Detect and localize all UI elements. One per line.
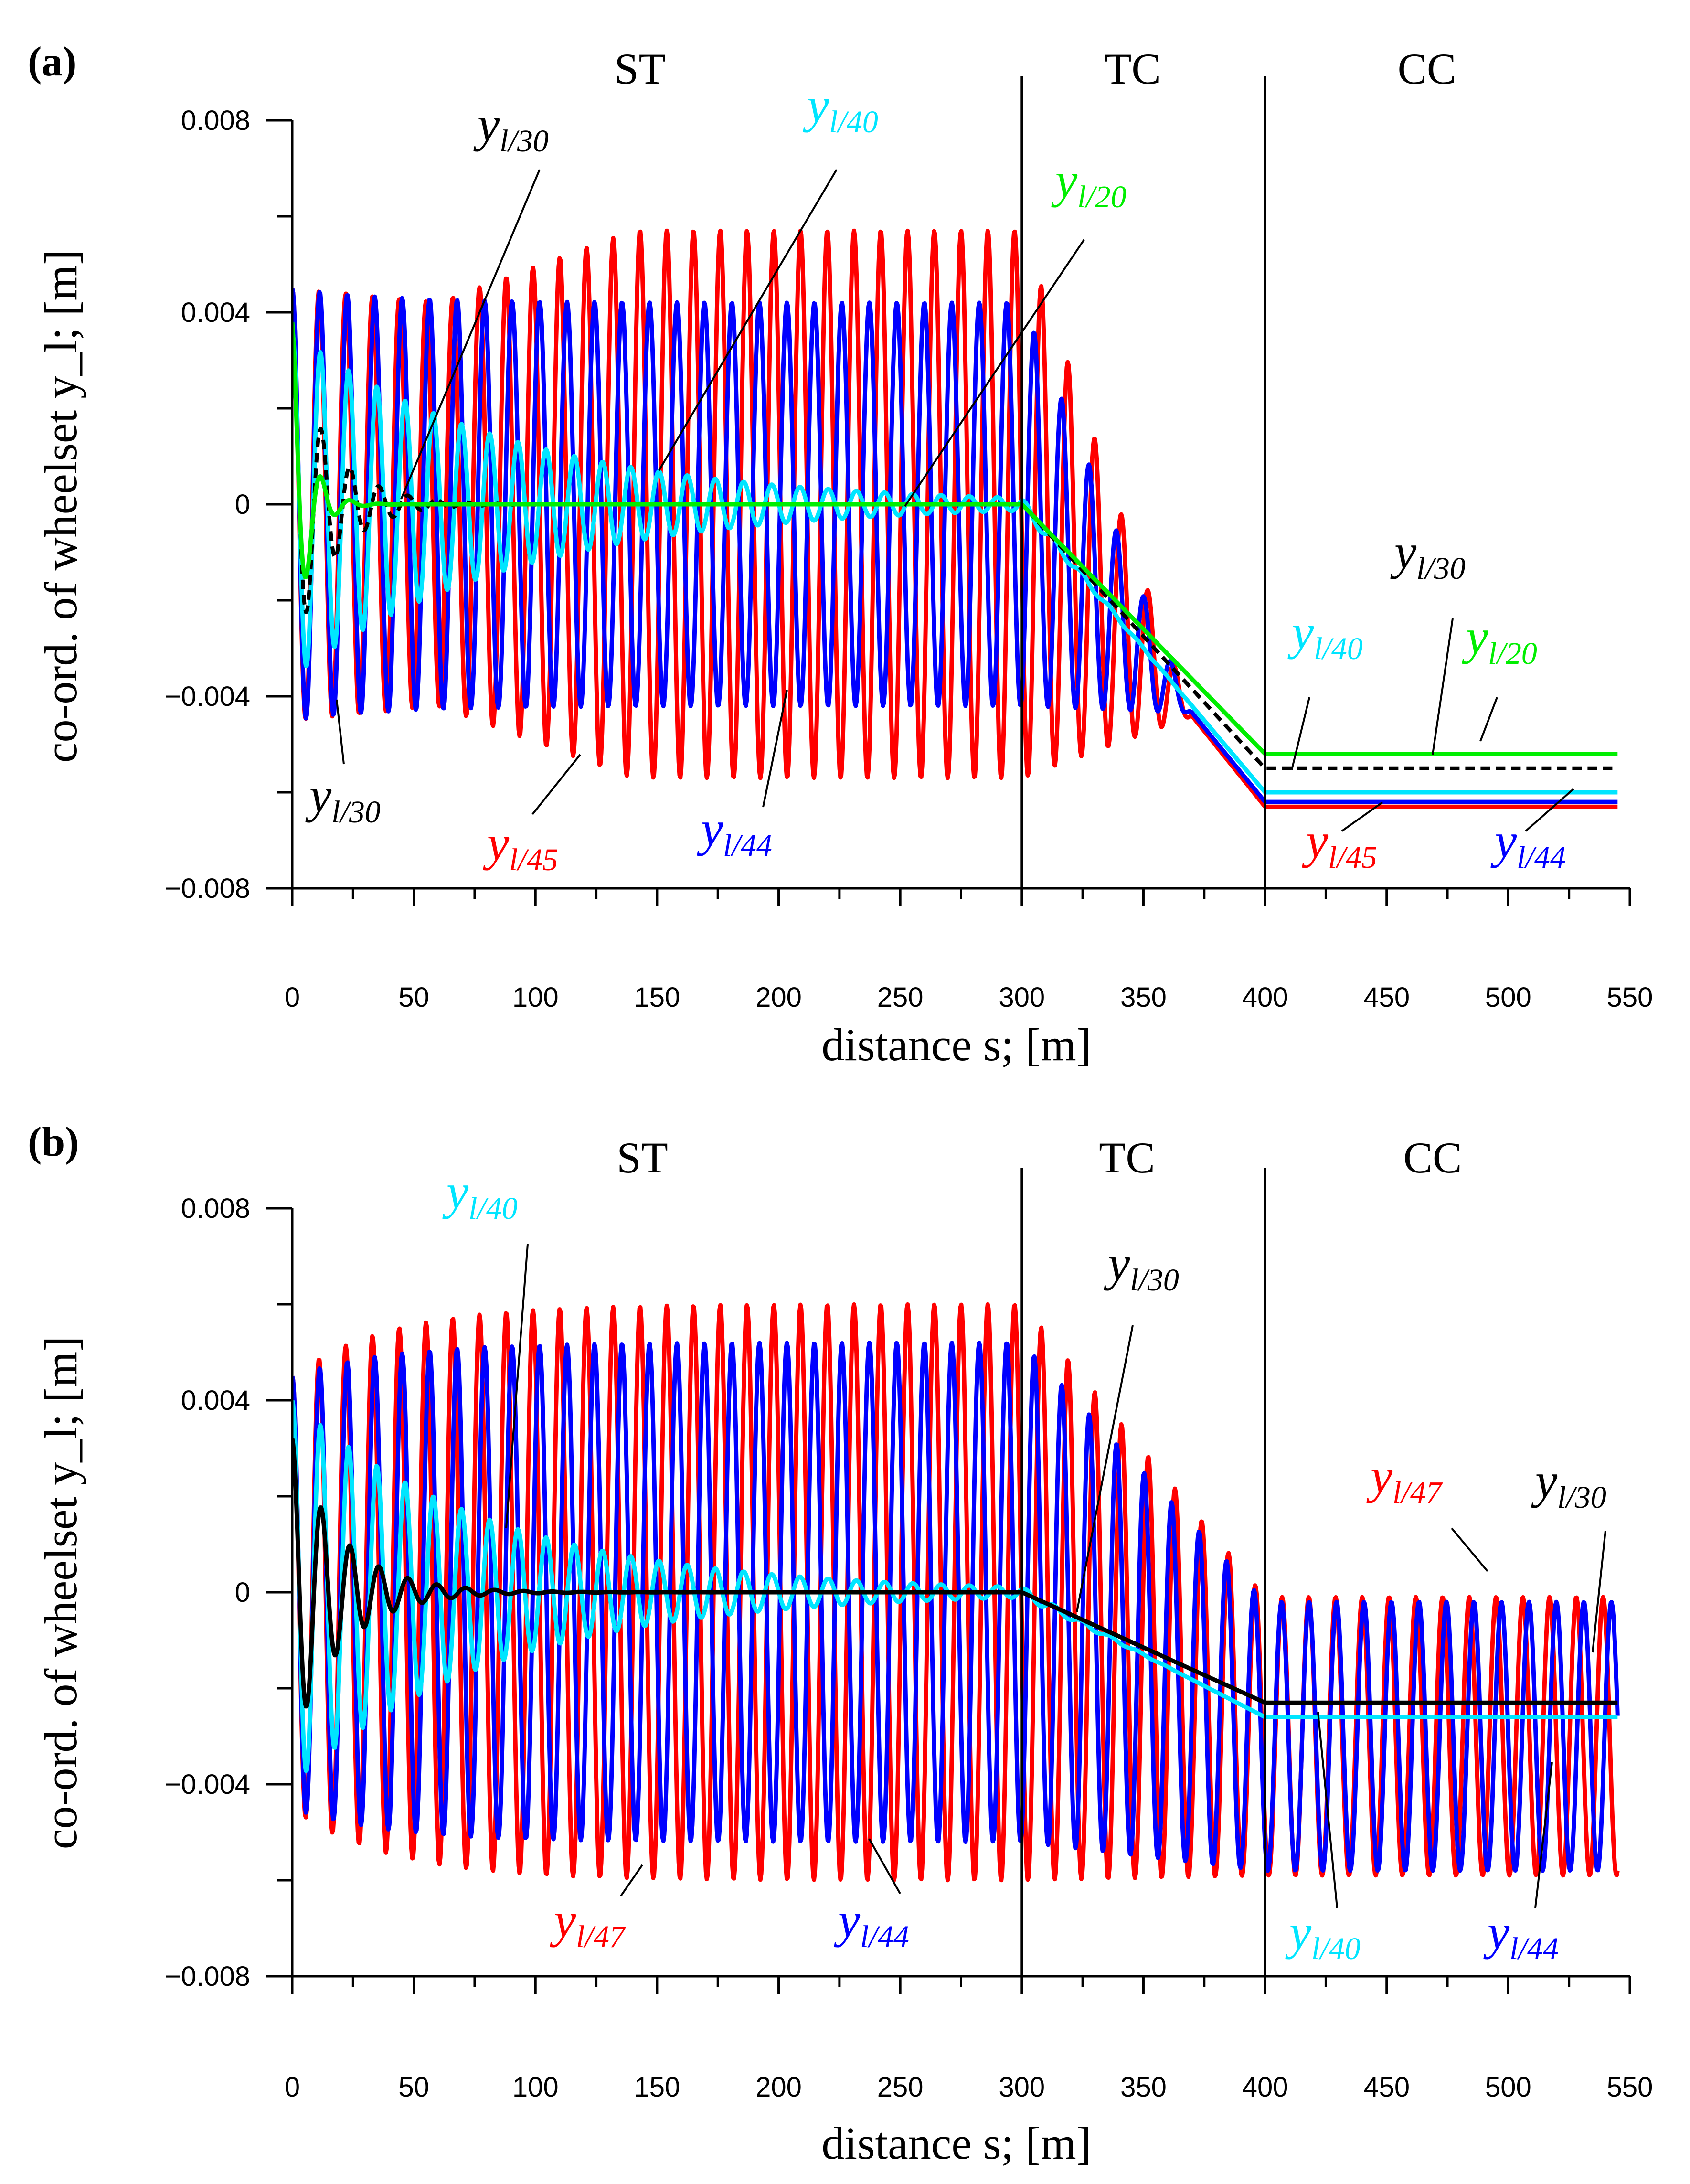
x-tick-label: 100 (512, 982, 559, 1013)
annotation-leader-line (1317, 1712, 1338, 1908)
annotation-label: yl/44 (1490, 813, 1566, 875)
x-tick-label: 400 (1242, 2072, 1288, 2103)
series-line-y-l-40 (292, 331, 1619, 795)
x-axis-label: distance s; [m] (821, 1019, 1091, 1070)
annotation-label: yl/30 (1390, 524, 1466, 586)
annotation-leader-line (1291, 697, 1310, 770)
x-tick-label: 200 (755, 982, 802, 1013)
series-line-y-l-45 (292, 228, 1619, 809)
x-tick-label: 50 (398, 2072, 429, 2103)
x-tick-label: 250 (877, 982, 924, 1013)
annotation-leader-line (1534, 1762, 1553, 1908)
x-tick-label: 100 (512, 2072, 559, 2103)
y-axis-label: co-ord. of wheelset y_l; [m] (35, 250, 86, 763)
x-tick-label: 50 (398, 982, 429, 1013)
x-tick-label: 450 (1363, 2072, 1410, 2103)
series-line-y-l-44 (292, 1341, 1620, 1873)
annotation-label: yl/45 (1302, 813, 1377, 875)
annotation-label: yl/20 (1051, 153, 1127, 214)
annotation-label: yl/47 (550, 1893, 627, 1954)
panel-label: (b) (28, 1119, 79, 1165)
x-tick-label: 150 (634, 2072, 680, 2103)
x-tick-label: 550 (1607, 2072, 1653, 2103)
x-tick-label: 0 (285, 982, 300, 1013)
y-tick-label: 0 (235, 489, 250, 520)
region-label-tc: TC (1105, 44, 1161, 93)
annotation-leader-line (1451, 1527, 1488, 1572)
region-label-cc: CC (1403, 1133, 1462, 1182)
annotation-label: yl/40 (1285, 1905, 1361, 1966)
x-tick-label: 300 (999, 2072, 1045, 2103)
annotation-leader-line (1341, 801, 1383, 832)
annotation-leader-line (1592, 1530, 1606, 1653)
annotation-label: yl/40 (1287, 605, 1363, 666)
y-tick-label: −0.008 (165, 1961, 250, 1992)
panel-label: (a) (28, 39, 77, 85)
annotation-leader-line (1525, 788, 1574, 832)
series-line-y-l-20 (292, 321, 1619, 756)
annotation-label: yl/30 (1104, 1236, 1179, 1298)
series-line-y-l-40 (292, 1400, 1619, 1773)
annotation-label: yl/44 (697, 801, 772, 863)
x-tick-label: 400 (1242, 982, 1288, 1013)
chart-panel-a: (a) ST TC CC 0 50 100 150 200 250 300 350 400 450 500 5… (28, 39, 1653, 1070)
annotation-leader-line (658, 169, 838, 471)
y-axis-label: co-ord. of wheelset y_l; [m] (35, 1336, 86, 1849)
annotation-leader-line (1076, 1325, 1134, 1612)
annotation-label: yl/40 (442, 1164, 518, 1226)
annotation-leader-line (1479, 697, 1498, 742)
x-tick-label: 150 (634, 982, 680, 1013)
region-label-st: ST (616, 1133, 668, 1182)
x-tick-label: 500 (1485, 982, 1531, 1013)
annotation-leader-line (868, 1838, 901, 1894)
annotation-label: yl/47 (1366, 1449, 1443, 1510)
x-axis-label: distance s; [m] (821, 2118, 1091, 2169)
annotation-leader-line (1432, 618, 1454, 755)
x-tick-label: 300 (999, 982, 1045, 1013)
annotation-leader-line (620, 1864, 643, 1897)
y-tick-label: −0.004 (165, 681, 250, 712)
y-tick-label: 0.004 (181, 297, 250, 328)
x-tick-label: 200 (755, 2072, 802, 2103)
annotation-leader-line (400, 169, 541, 500)
annotation-leader-line (762, 690, 788, 808)
x-tick-label: 350 (1120, 2072, 1167, 2103)
x-tick-label: 500 (1485, 2072, 1531, 2103)
y-tick-label: 0.008 (181, 1193, 250, 1224)
region-label-st: ST (614, 44, 665, 93)
x-tick-label: 350 (1120, 982, 1167, 1013)
chart-panel-b: (b) ST TC CC 0 50 100 150 200 250 300 350 400 450 500 5… (28, 1119, 1653, 2169)
series-line-y-l-47 (292, 1302, 1620, 1883)
x-tick-label: 250 (877, 2072, 924, 2103)
series-line-y-l-44 (292, 288, 1619, 804)
x-tick-label: 0 (285, 2072, 300, 2103)
series-group (292, 228, 1619, 809)
annotation-label: yl/40 (803, 78, 878, 139)
annotation-leader-line (505, 1244, 529, 1529)
y-tick-label: 0.008 (181, 105, 250, 136)
x-tick-label: 550 (1607, 982, 1653, 1013)
x-tick-label: 450 (1363, 982, 1410, 1013)
y-tick-label: −0.004 (165, 1769, 250, 1800)
y-tick-label: 0.004 (181, 1385, 250, 1416)
series-line-y-l-30 (292, 1438, 1619, 1709)
annotation-label: yl/20 (1462, 609, 1537, 671)
annotation-label: yl/30 (1531, 1453, 1606, 1515)
annotation-label: yl/45 (483, 816, 558, 877)
series-group (292, 1302, 1620, 1883)
region-label-cc: CC (1398, 44, 1456, 93)
annotation-leader-line (904, 239, 1085, 507)
annotation-label: yl/44 (834, 1893, 909, 1954)
y-tick-label: −0.008 (165, 873, 250, 904)
annotation-label: yl/30 (305, 768, 381, 830)
annotation-leader-line (531, 754, 581, 815)
y-tick-label: 0 (235, 1577, 250, 1608)
annotation-leader-line (336, 699, 345, 765)
annotation-label: yl/44 (1483, 1905, 1559, 1966)
region-label-tc: TC (1099, 1133, 1155, 1182)
annotation-label: yl/30 (473, 97, 549, 159)
